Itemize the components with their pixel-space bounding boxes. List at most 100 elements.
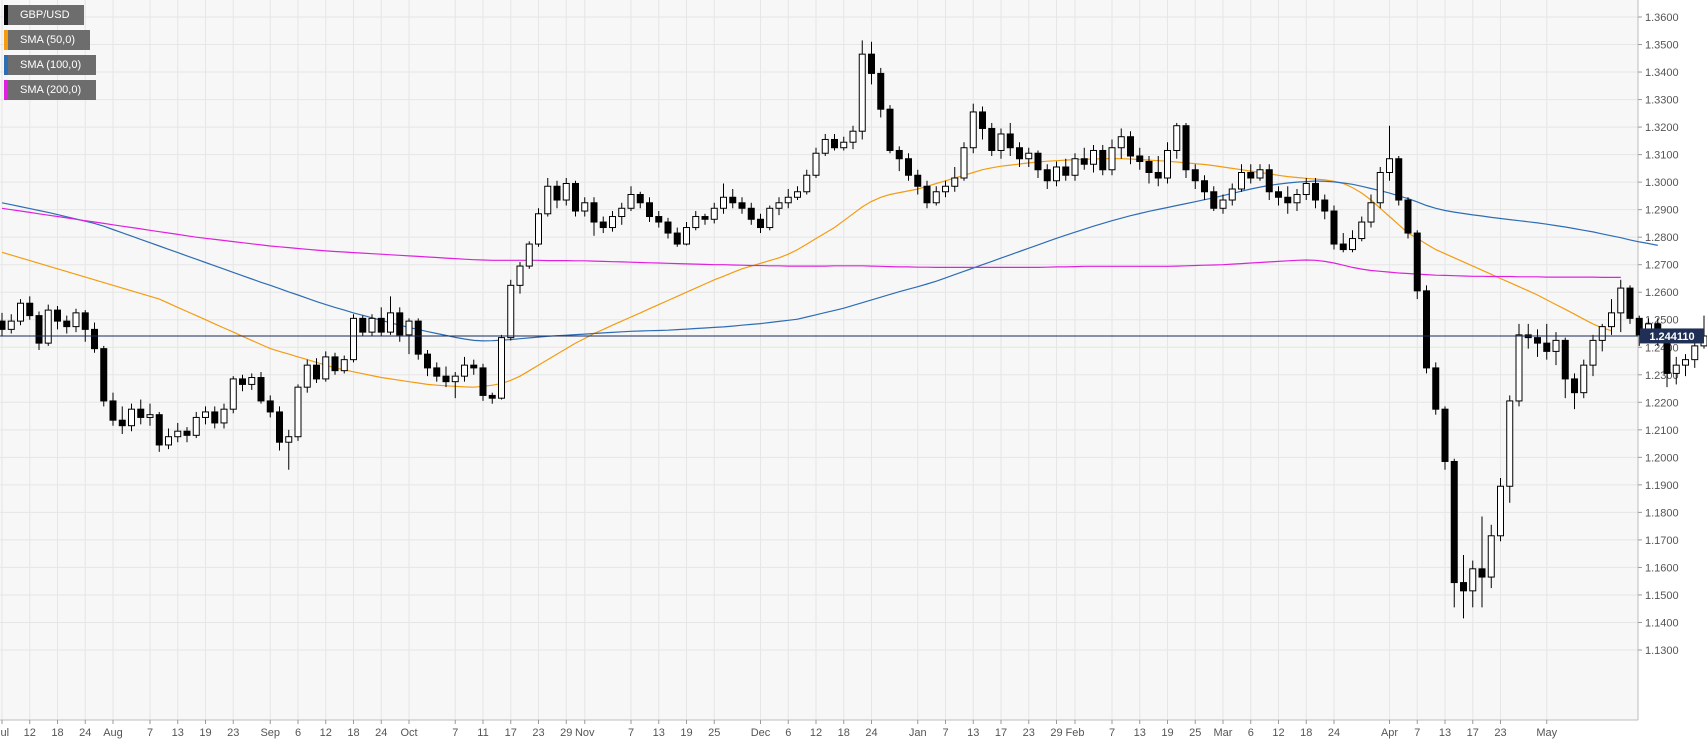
x-tick-label: 12 (810, 727, 822, 739)
legend-item-sma50[interactable]: SMA (50,0) (4, 30, 90, 50)
x-tick-label: Oct (400, 727, 417, 739)
candle-body-down (979, 111, 986, 129)
candle-body-down (377, 317, 385, 333)
candle-body-down (313, 364, 320, 380)
candle-body-up (1256, 169, 1264, 179)
candle-body-down (673, 232, 681, 245)
candle (618, 202, 626, 225)
candle-body-down (1441, 408, 1449, 462)
candle-body-up (821, 138, 829, 154)
x-tick-label: 7 (147, 727, 153, 739)
candle (451, 372, 459, 399)
candle-body-down (359, 317, 367, 333)
x-tick-label: 13 (172, 727, 184, 739)
candle-body-up (17, 302, 24, 322)
candle (572, 180, 579, 217)
candle-body-up (498, 337, 505, 399)
candle (331, 352, 339, 375)
candle (1395, 155, 1403, 206)
legend: GBP/USD SMA (50,0) SMA (100,0) SMA (200,… (4, 5, 96, 105)
candle (1173, 122, 1181, 159)
candle-body-down (396, 312, 404, 336)
y-tick-label: 1.2000 (1645, 452, 1679, 464)
candle (387, 296, 394, 335)
y-tick-label: 1.3000 (1645, 177, 1679, 189)
candle-body-down (91, 328, 98, 350)
candle-body-up (451, 375, 459, 383)
candle (673, 227, 681, 247)
candle (17, 299, 24, 326)
candle (1497, 477, 1504, 542)
candle-body-up (1090, 149, 1097, 165)
candle-body-up (387, 312, 394, 333)
candle (7, 314, 15, 334)
candle (285, 429, 293, 470)
x-tick-label: Mar (1214, 727, 1233, 739)
candle-body-down (100, 348, 108, 402)
candle-body-down (276, 411, 283, 443)
candle (599, 216, 607, 234)
candle-body-down (424, 353, 431, 369)
candle-body-down (137, 408, 145, 418)
candle (461, 356, 468, 382)
candle-body-up (692, 216, 700, 229)
candle (720, 183, 727, 214)
x-tick-label: 19 (199, 727, 211, 739)
candle-body-down (553, 185, 561, 201)
candle (895, 146, 903, 172)
candle (118, 406, 126, 434)
candle-body-up (784, 196, 792, 204)
candle (1238, 164, 1245, 192)
candle (969, 103, 977, 154)
candle-body-up (812, 152, 820, 176)
y-tick-label: 1.1400 (1645, 617, 1679, 629)
candle-body-down (1006, 133, 1014, 149)
candle-body-up (581, 202, 589, 212)
candle-body-down (599, 221, 607, 229)
candle (914, 169, 922, 195)
x-tick-label: 24 (1328, 727, 1340, 739)
x-tick-label: 6 (295, 727, 301, 739)
y-tick-label: 1.3100 (1645, 150, 1679, 162)
candle (1256, 164, 1264, 181)
candle (1136, 147, 1144, 170)
candles (0, 40, 1707, 619)
candle-body-down (1145, 160, 1153, 173)
candle (1589, 334, 1597, 377)
legend-item-gbpusd[interactable]: GBP/USD (4, 5, 84, 25)
candle-body-up (7, 320, 15, 330)
candle (359, 315, 367, 337)
candle (1682, 354, 1689, 377)
candle (276, 406, 283, 451)
candle (109, 392, 117, 426)
candle (1571, 373, 1578, 410)
candle (581, 197, 589, 217)
x-tick-label: 13 (1439, 727, 1451, 739)
candle (1330, 205, 1338, 250)
candle (692, 211, 700, 231)
candle-body-down (1265, 169, 1273, 193)
x-tick-label: 7 (942, 727, 948, 739)
x-tick-label: Feb (1066, 727, 1085, 739)
candle-body-down (914, 174, 922, 187)
candle (26, 296, 34, 320)
x-tick-label: Jan (909, 727, 927, 739)
x-tick-label: 18 (1300, 727, 1312, 739)
candle (1441, 406, 1449, 470)
candle (1016, 142, 1023, 167)
candle-body-up (1071, 158, 1079, 176)
current-price: 1.244110 (0, 328, 1704, 344)
candle (1191, 164, 1199, 190)
x-tick-label: 7 (1414, 727, 1420, 739)
candle-body-down (1561, 339, 1569, 380)
candle-body-down (442, 375, 450, 383)
legend-item-sma200[interactable]: SMA (200,0) (4, 80, 96, 100)
candle-body-down (877, 72, 885, 110)
candle-body-down (1395, 158, 1403, 201)
y-tick-label: 1.1600 (1645, 562, 1679, 574)
x-tick-label: May (1536, 727, 1557, 739)
candle (923, 180, 931, 209)
legend-item-sma100[interactable]: SMA (100,0) (4, 55, 96, 75)
candle (1247, 164, 1255, 184)
